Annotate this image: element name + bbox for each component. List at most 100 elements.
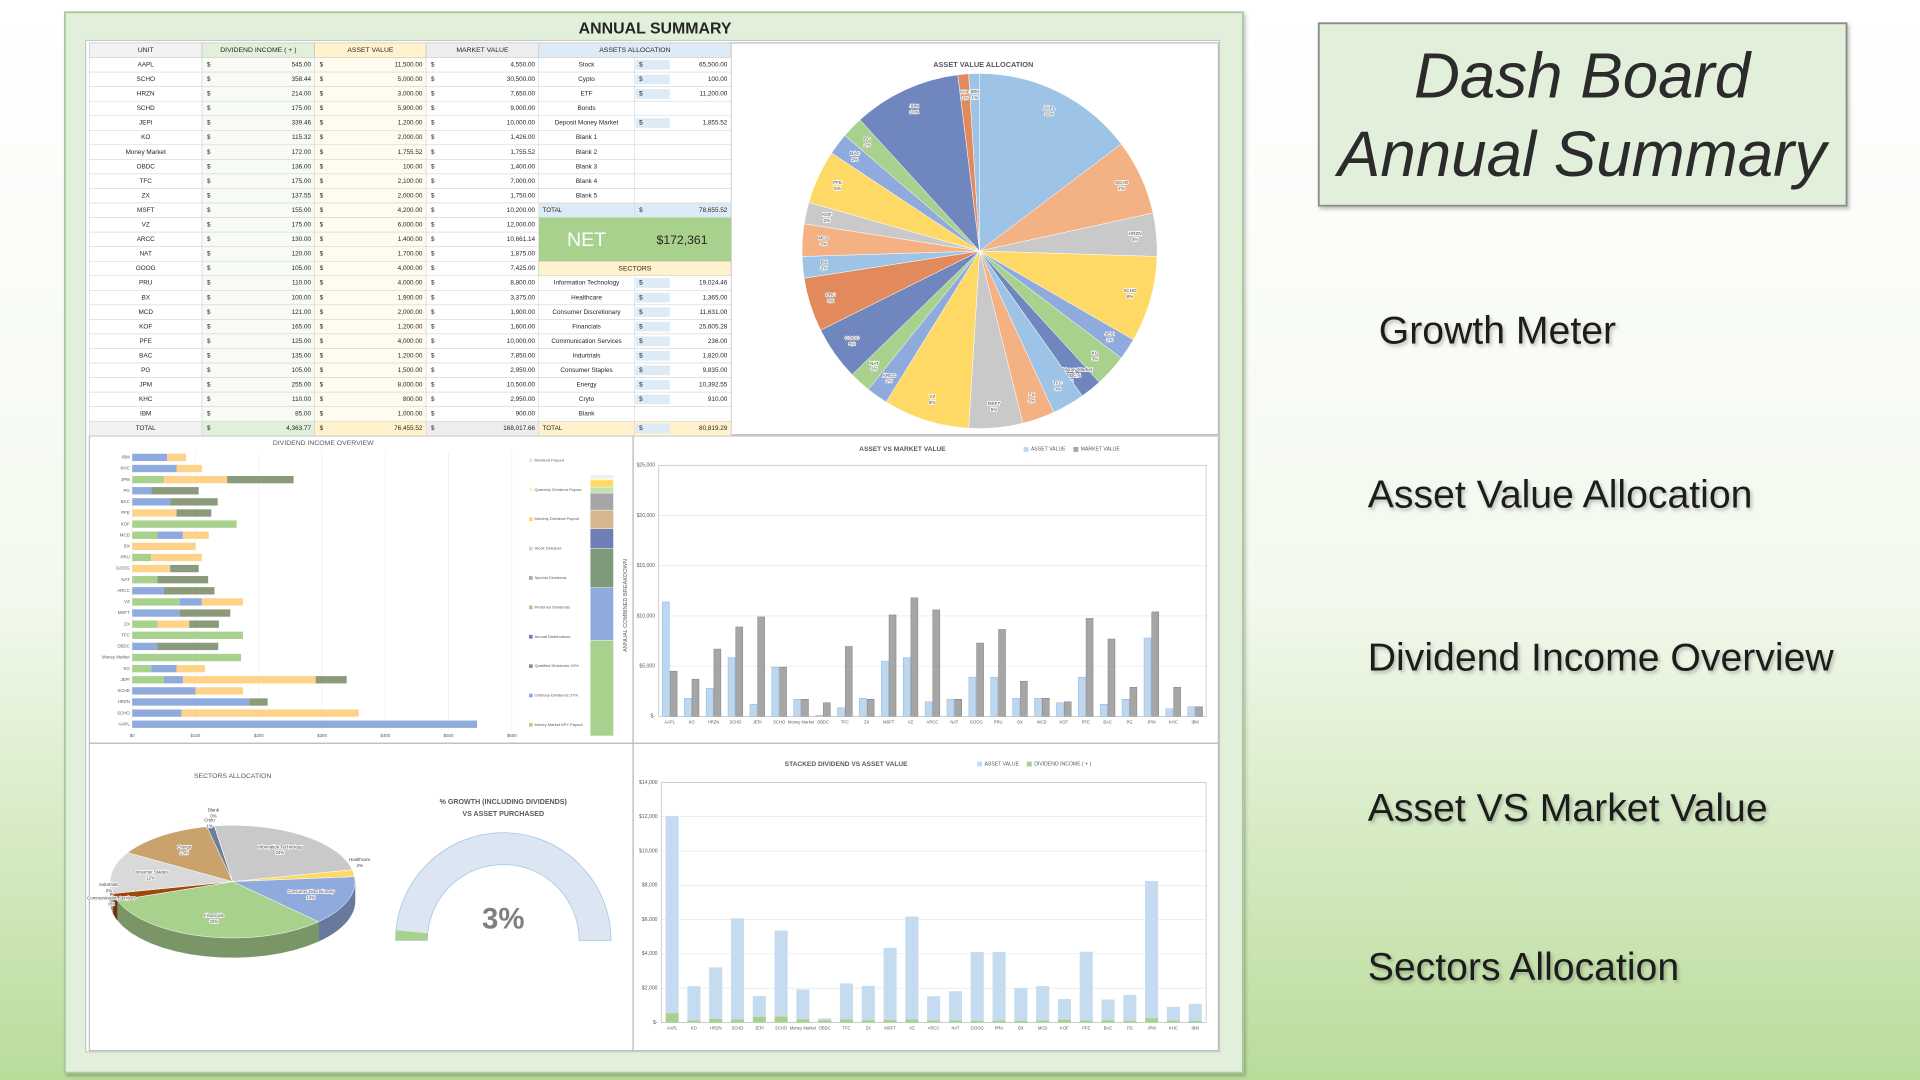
x-tick-label: PRU xyxy=(995,1026,1004,1031)
gauge-label: 3% xyxy=(482,903,524,936)
title-box xyxy=(1317,22,1848,207)
unit-name: AAPL xyxy=(138,62,155,69)
currency-sign: $ xyxy=(639,367,643,374)
legend-swatch xyxy=(528,517,533,522)
bar-segment xyxy=(818,1020,832,1023)
amount: 7,650.00 xyxy=(510,91,535,98)
bar-segment xyxy=(151,553,202,562)
y-axis-label: ANNUAL COMBINED BREAKDOWN xyxy=(623,559,629,652)
bar xyxy=(1107,638,1116,717)
x-tick-label: KOF xyxy=(1060,720,1069,725)
currency-sign: $ xyxy=(207,425,211,432)
bar-segment xyxy=(132,698,250,706)
bar-segment xyxy=(170,498,218,506)
bar-segment xyxy=(315,676,347,684)
currency-sign: $ xyxy=(320,163,324,170)
panel xyxy=(632,742,1219,1052)
y-tick-label: $14,000 xyxy=(639,780,658,786)
x-tick-label: SCHD xyxy=(730,720,742,725)
bar xyxy=(1034,698,1042,717)
bar xyxy=(1056,702,1064,717)
amount: 172.00 xyxy=(292,149,312,156)
amount: 2,950.00 xyxy=(510,367,535,374)
unit-name: BAC xyxy=(139,352,152,359)
bar xyxy=(823,702,831,717)
bar xyxy=(713,648,722,717)
slice-value-label: 2% xyxy=(357,863,363,868)
data-bar xyxy=(635,278,670,288)
currency-sign: $ xyxy=(207,134,211,141)
column-header: MARKET VALUE xyxy=(456,47,509,54)
slice-label: Blank xyxy=(208,808,220,813)
amount: 4,363.77 xyxy=(286,425,311,432)
currency-sign: $ xyxy=(320,265,324,272)
amount: 2,950.00 xyxy=(510,396,535,403)
bar xyxy=(1129,686,1138,717)
x-tick-label: JPM xyxy=(1147,720,1156,725)
amount: 1,365.00 xyxy=(703,294,728,301)
currency-sign: $ xyxy=(320,236,324,243)
y-tick-label: $2,000 xyxy=(642,986,658,992)
y-tick-label: MCD xyxy=(120,532,130,537)
menu-item: Growth Meter xyxy=(1379,309,1616,352)
amount: 100.00 xyxy=(292,294,312,301)
amount: 10,200.00 xyxy=(507,207,536,214)
row-label: Indurtrials xyxy=(573,352,601,359)
currency-sign: $ xyxy=(639,382,643,389)
currency-sign: $ xyxy=(207,265,211,272)
slice-value-label: 2% xyxy=(106,888,112,893)
pie-slice xyxy=(232,876,356,923)
data-bar xyxy=(635,118,670,128)
slice-value-label: 2% xyxy=(821,266,828,271)
slice-value-label: 3% xyxy=(1028,399,1035,404)
currency-sign: $ xyxy=(320,367,324,374)
bar xyxy=(705,687,714,717)
row-label: Cryto xyxy=(579,396,595,403)
currency-sign: $ xyxy=(639,76,643,83)
amount: 25,605.28 xyxy=(699,323,728,330)
unit-name: KO xyxy=(141,134,150,141)
bar xyxy=(735,626,744,717)
row-label: Healthcare xyxy=(571,294,602,301)
bar-segment xyxy=(132,687,196,695)
amount: 100.00 xyxy=(403,163,423,170)
y-tick-label: SCHD xyxy=(117,688,129,693)
x-tick-label: SCHO xyxy=(775,1026,788,1031)
column-segment xyxy=(590,474,614,478)
amount: 255.00 xyxy=(292,382,312,389)
bar-segment xyxy=(157,576,209,584)
slice-value-label: 1% xyxy=(971,95,978,100)
currency-sign: $ xyxy=(431,323,435,330)
amount: 65,500.00 xyxy=(699,62,728,69)
bar xyxy=(1121,699,1130,717)
bar xyxy=(902,657,911,717)
legend-label: Annual Distributions xyxy=(534,634,570,639)
row-label: Stock xyxy=(579,62,596,69)
amount: 120.00 xyxy=(292,251,312,258)
bar-segment xyxy=(1166,1006,1180,1021)
slice-value-label: 8% xyxy=(929,400,936,405)
currency-sign: $ xyxy=(320,192,324,199)
bar-segment xyxy=(730,1019,745,1023)
bar-segment xyxy=(992,1020,1006,1023)
amount: 1,400.00 xyxy=(510,163,535,170)
amount: 3,375.00 xyxy=(510,294,535,301)
row-label: Blank 2 xyxy=(576,149,598,156)
currency-sign: $ xyxy=(320,425,324,432)
currency-sign: $ xyxy=(431,425,435,432)
x-tick-label: SCHO xyxy=(773,720,786,725)
bar xyxy=(881,660,889,717)
y-tick-label: KO xyxy=(123,666,130,671)
slice-value-label: 2% xyxy=(1074,373,1081,378)
slice-label: JEPI xyxy=(1105,332,1115,337)
currency-sign: $ xyxy=(320,149,324,156)
chart-title: ASSET VS MARKET VALUE xyxy=(859,446,946,453)
data-bar xyxy=(635,365,670,376)
currency-sign: $ xyxy=(207,222,211,229)
bar xyxy=(844,646,853,717)
bar-segment xyxy=(132,609,180,617)
unit-name: JPM xyxy=(139,382,152,389)
x-tick-label: BAC xyxy=(1104,1026,1113,1031)
amount: 358.44 xyxy=(292,76,312,83)
amount: 4,200.00 xyxy=(398,207,423,214)
